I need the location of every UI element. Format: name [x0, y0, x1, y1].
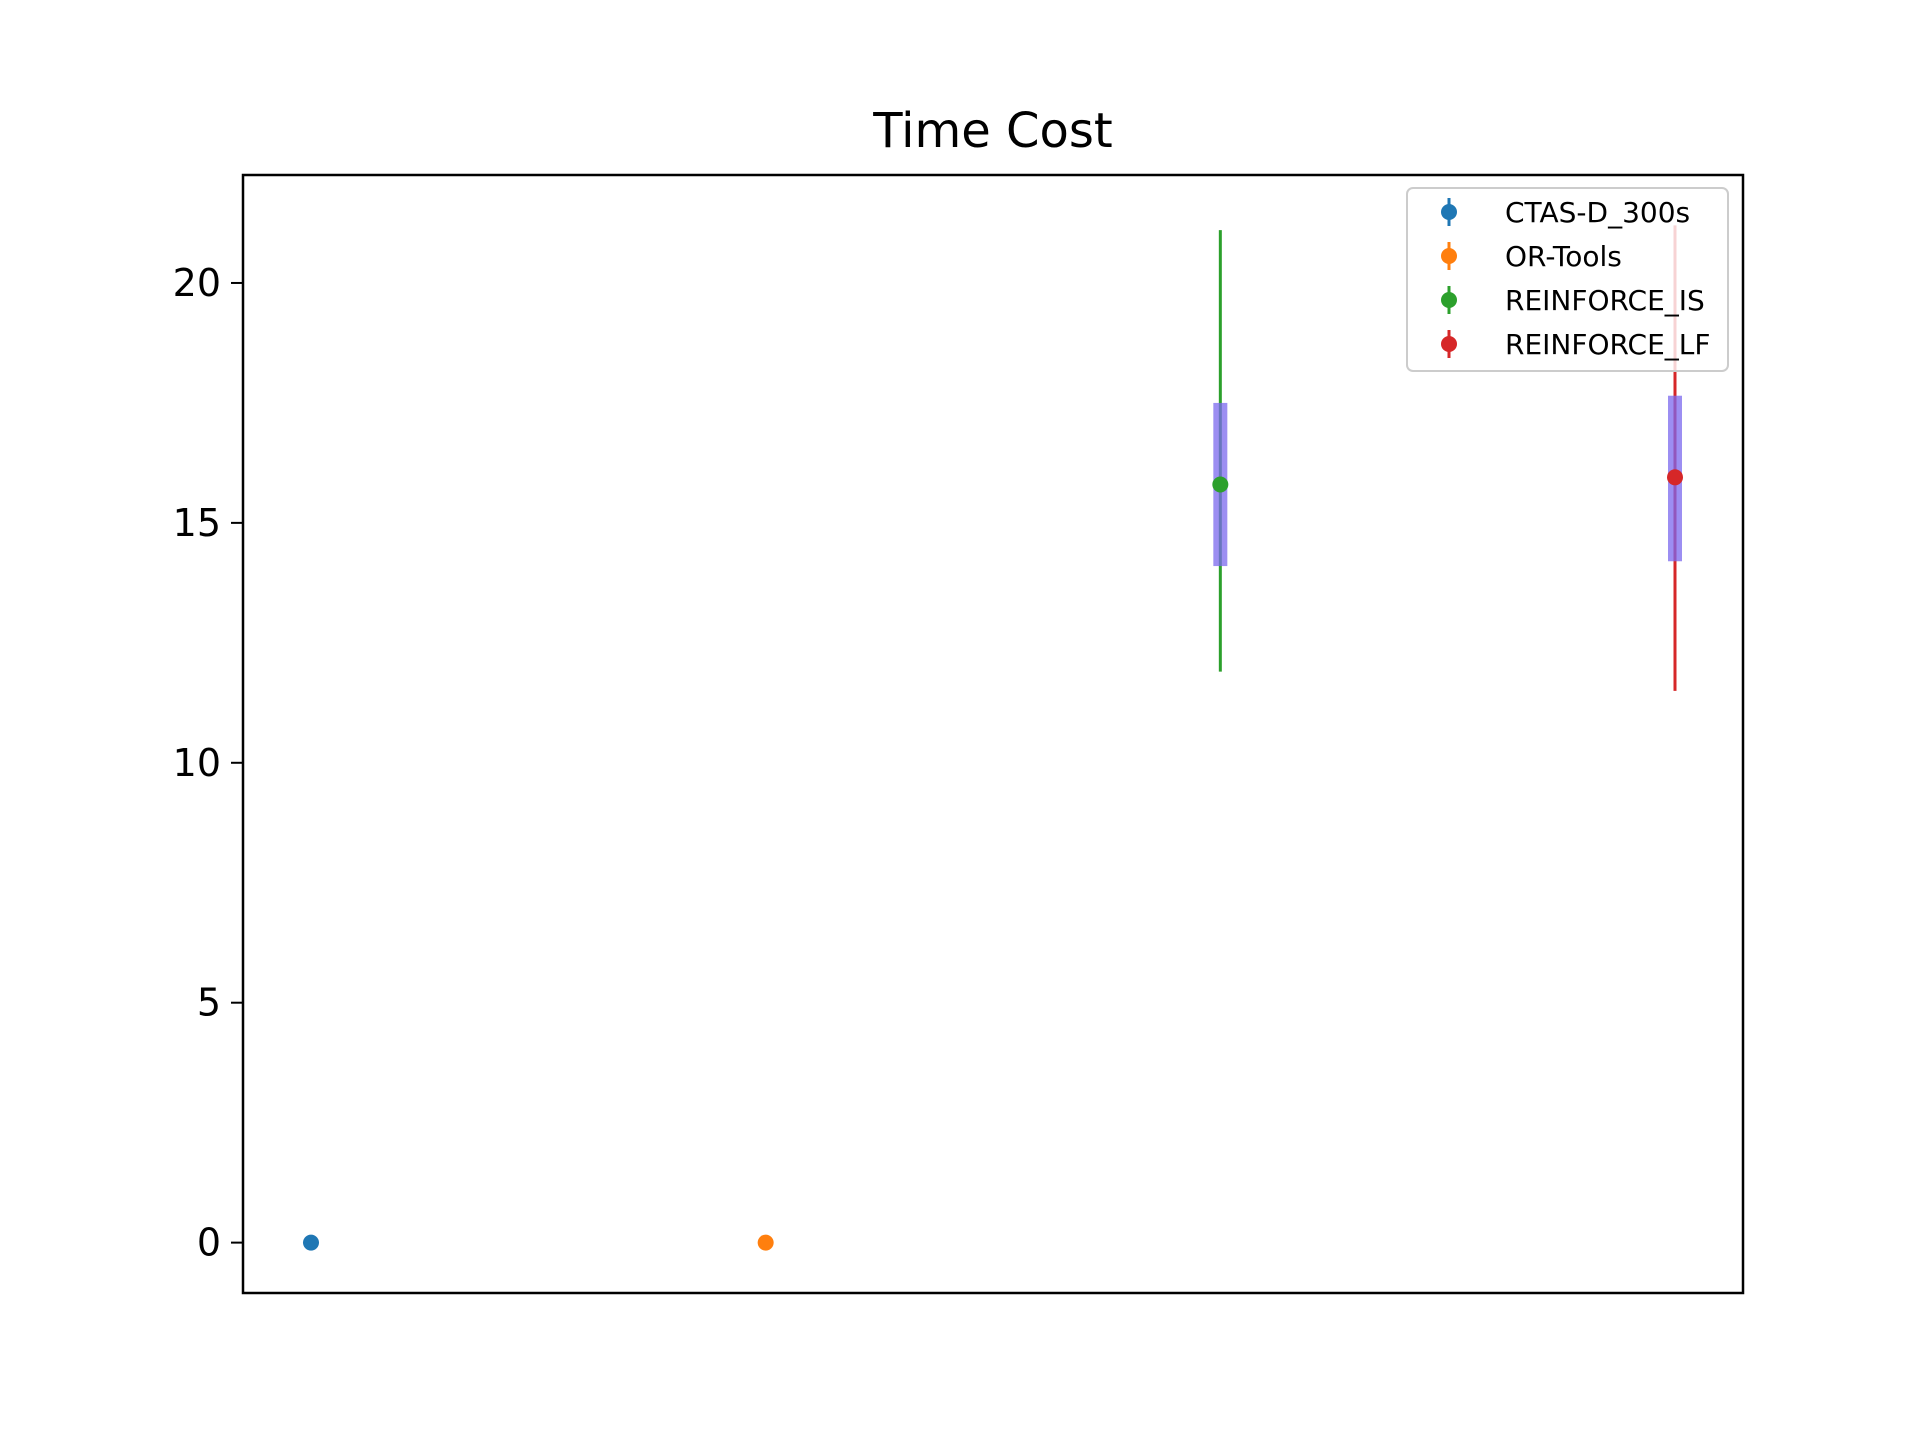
series-ctas-d-300s	[303, 1234, 319, 1251]
legend-item-ctas-d-300s: CTAS-D_300s	[1441, 196, 1690, 229]
legend-label: OR-Tools	[1505, 240, 1622, 273]
point-reinforce-lf	[1667, 469, 1683, 486]
point-ctas-d-300s	[303, 1234, 319, 1251]
y-tick-label: 0	[197, 1221, 221, 1265]
legend-item-reinforce-is: REINFORCE_IS	[1441, 284, 1705, 317]
legend-label: REINFORCE_IS	[1505, 284, 1705, 317]
plot-marks	[303, 225, 1683, 1251]
series-or-tools	[757, 1234, 774, 1251]
y-tick-label: 5	[197, 981, 221, 1025]
legend-item-reinforce-lf: REINFORCE_LF	[1441, 328, 1711, 361]
legend-label: CTAS-D_300s	[1505, 196, 1690, 229]
legend-box	[1406, 187, 1729, 372]
y-tick-label: 15	[173, 501, 221, 545]
series-reinforce-is	[1212, 230, 1229, 672]
y-tick-label: 20	[173, 261, 221, 305]
legend: CTAS-D_300s OR-Tools REINFORCE_IS REINFORCE…	[1406, 187, 1729, 372]
legend-marker-dot	[1441, 204, 1457, 220]
y-axis: 0 5 10 15 20	[173, 261, 243, 1265]
point-reinforce-is	[1212, 476, 1229, 493]
legend-item-or-tools: OR-Tools	[1441, 240, 1622, 273]
point-or-tools	[757, 1234, 774, 1251]
plot-frame	[241, 173, 1745, 1295]
legend-marker-dot	[1441, 292, 1457, 308]
legend-marker-dot	[1441, 248, 1457, 264]
chart-title: Time Cost	[872, 103, 1112, 159]
legend-label: REINFORCE_LF	[1505, 328, 1711, 361]
legend-marker-dot	[1441, 336, 1457, 352]
y-tick-label: 10	[173, 741, 221, 785]
